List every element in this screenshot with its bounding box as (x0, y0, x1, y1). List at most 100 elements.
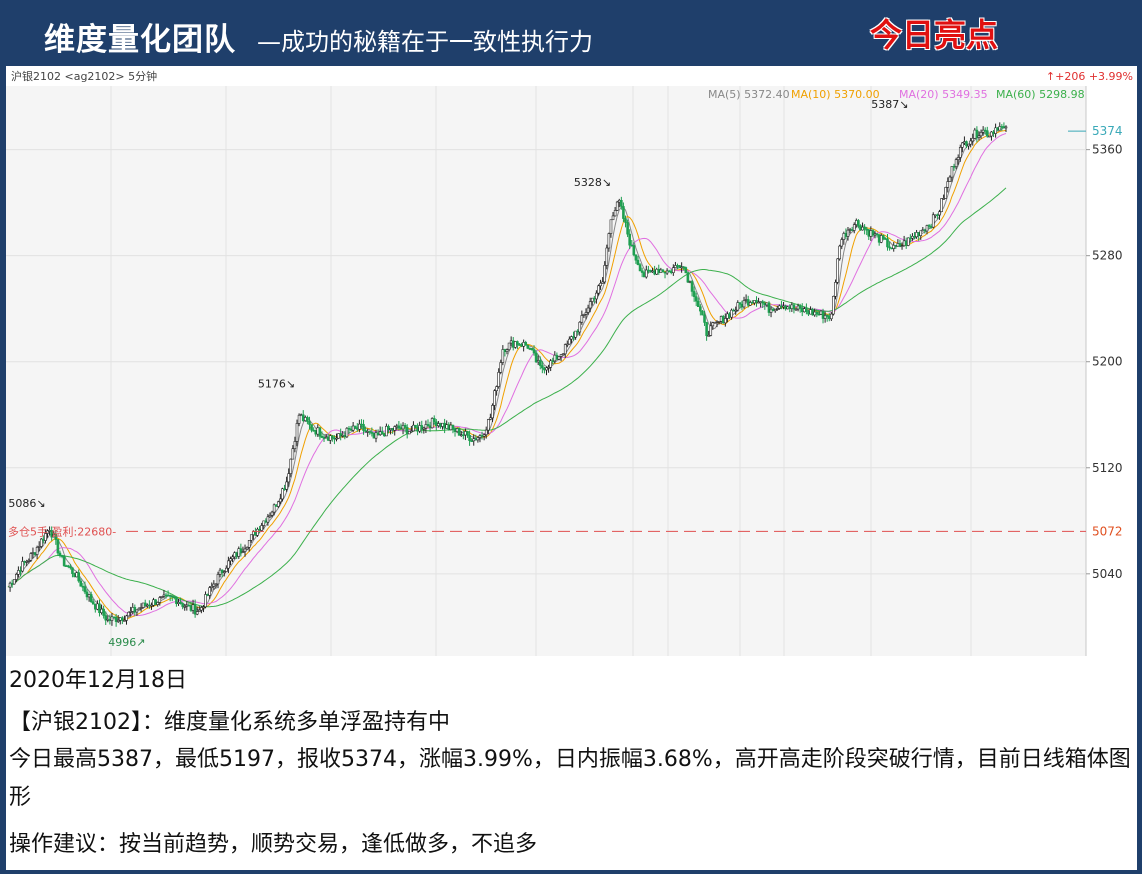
candle-body (622, 206, 625, 219)
candle-body (971, 137, 975, 142)
highlight-label: 今日亮点 (870, 16, 999, 54)
candle-body (759, 301, 762, 303)
change-label: ↑+206 +3.99% (1046, 70, 1133, 83)
candle-body (12, 579, 16, 585)
candle-body (410, 430, 413, 433)
candle-body (603, 265, 607, 283)
candle-body (91, 601, 95, 605)
candle-body (420, 425, 424, 430)
candle-body (1002, 126, 1006, 129)
candle-body (200, 607, 203, 611)
candle-body (961, 142, 964, 148)
candle-body (241, 551, 245, 553)
candle-body (830, 313, 833, 320)
candle-body (632, 245, 636, 256)
report-date: 2020年12月18日 (9, 668, 187, 693)
candle-body (468, 435, 471, 441)
ma20-line (7, 133, 1007, 617)
position-label: 多仓5手 盈利:22680- (8, 524, 116, 538)
candle-body (245, 547, 249, 550)
candle-body (237, 548, 241, 557)
candle-body (39, 538, 43, 547)
candle-body (156, 602, 159, 605)
candle-body (775, 308, 779, 310)
candle-body (270, 511, 274, 516)
candle-body (763, 302, 767, 306)
candle-body (819, 310, 823, 315)
candle-body (258, 528, 261, 531)
candle-body (428, 425, 432, 429)
candle-body (366, 431, 369, 433)
candle-body (418, 425, 421, 432)
candle-body (669, 270, 673, 273)
y-tick-label: 5280 (1092, 249, 1123, 263)
candle-body (337, 433, 340, 439)
candle-body (383, 433, 386, 437)
candle-body (505, 349, 509, 353)
candle-body (740, 303, 744, 308)
candle-body (836, 258, 839, 283)
candle-body (595, 292, 598, 300)
trade-advice: 操作建议：按当前趋势，顺势交易，逢低做多，不追多 (9, 832, 538, 857)
candle-body (832, 296, 835, 315)
candle-body (536, 360, 540, 363)
candlestick-chart: 沪银2102 <ag2102> 5分钟 ↑+206 +3.99% MA(5) 5… (6, 69, 1137, 656)
candle-body (518, 344, 521, 346)
candle-body (430, 418, 434, 429)
candle-body (790, 304, 794, 309)
candle-body (1004, 126, 1008, 129)
candle-body (827, 316, 831, 320)
candle-body (358, 423, 361, 430)
candle-body (601, 281, 604, 284)
candle-body (179, 602, 182, 604)
candle-body (956, 157, 960, 160)
candle-body (538, 360, 542, 366)
candle-body (950, 166, 954, 178)
candle-body (285, 481, 288, 490)
candle-body (247, 540, 251, 548)
candle-body (969, 140, 972, 145)
candle-body (607, 233, 611, 249)
candle-body (279, 498, 282, 503)
candle-body (992, 131, 995, 134)
candle-body (645, 269, 648, 278)
candle-body (877, 234, 881, 243)
candle-body (148, 604, 151, 607)
candle-body (276, 501, 280, 507)
ma60-line (7, 187, 1007, 608)
candle-body (191, 604, 195, 611)
candle-body (582, 314, 586, 316)
candle-body (443, 422, 446, 429)
candle-body (871, 230, 875, 236)
candle-body (449, 424, 453, 431)
candle-body (380, 431, 384, 435)
candle-body (938, 211, 941, 216)
candle-body (996, 127, 999, 131)
candle-body (33, 552, 37, 555)
candle-body (927, 225, 931, 227)
candle-body (703, 314, 706, 323)
candle-body (56, 539, 60, 554)
candle-body (393, 426, 397, 431)
candle-body (339, 433, 342, 436)
candle-body (19, 570, 22, 572)
candle-body (10, 582, 14, 585)
candle-body (297, 414, 301, 424)
candle-body (125, 615, 128, 621)
candle-body (491, 405, 494, 419)
candle-body (613, 210, 617, 217)
candle-body (911, 235, 914, 239)
candle-body (792, 304, 796, 310)
candle-body (886, 238, 889, 248)
candle-body (786, 306, 789, 310)
candle-body (963, 141, 966, 144)
candle-body (798, 305, 802, 309)
candle-body (331, 435, 334, 439)
candle-body (312, 429, 315, 432)
candle-body (869, 230, 873, 237)
candle-body (732, 309, 735, 312)
candle-body (23, 561, 26, 563)
candle-body (534, 352, 538, 363)
candle-body (674, 265, 677, 268)
candle-body (374, 432, 378, 439)
